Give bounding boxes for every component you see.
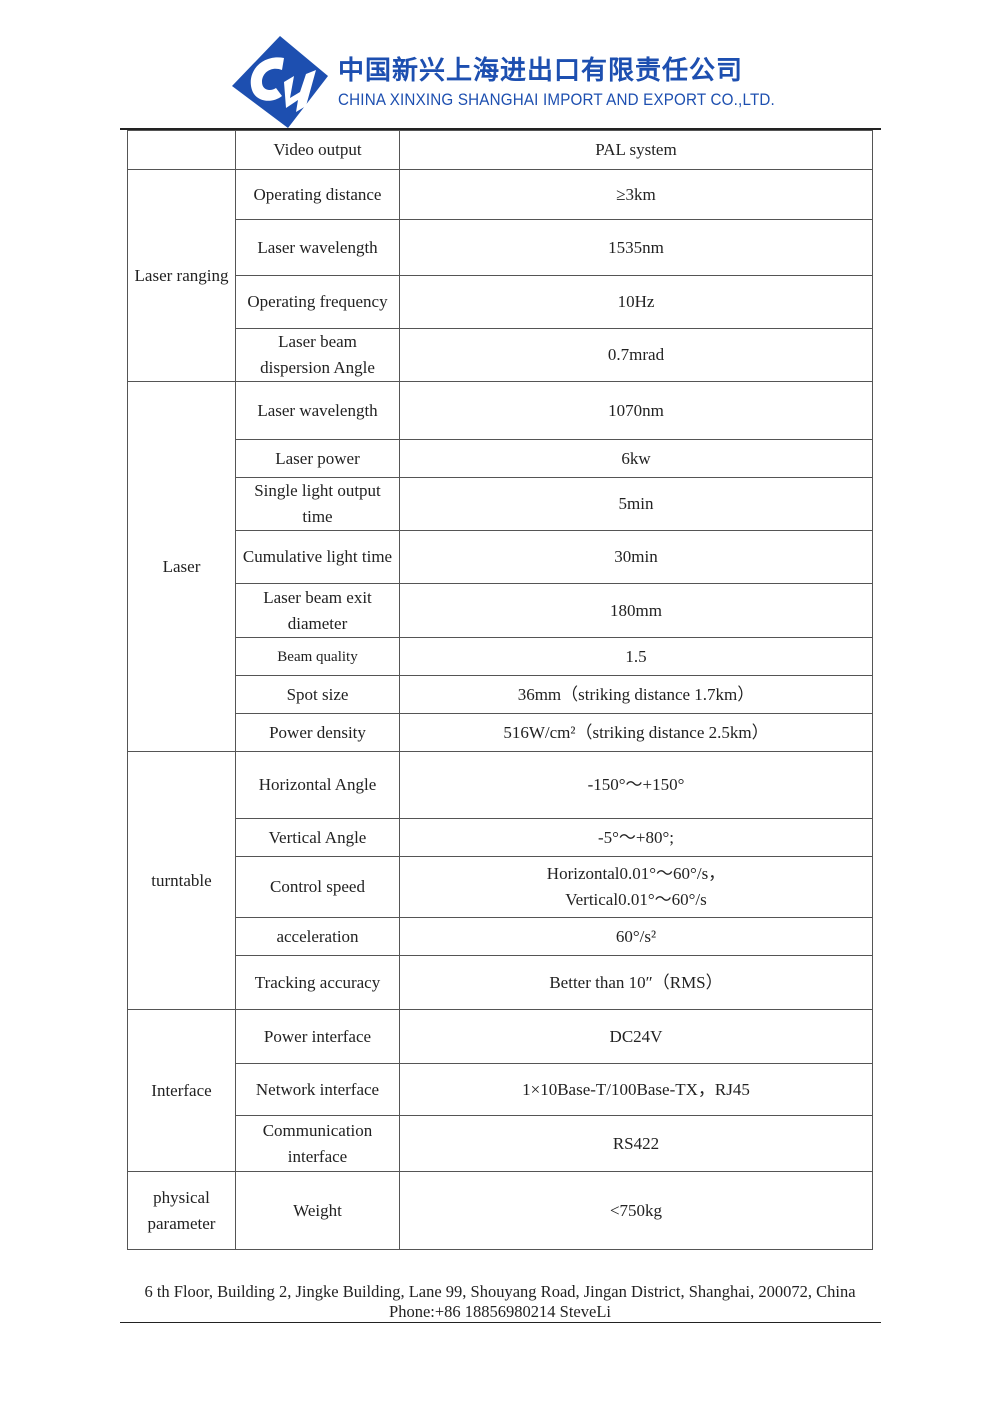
param-value: <750kg — [399, 1171, 873, 1250]
spec-table: Video output PAL system Laser ranging Opera… — [127, 130, 873, 1250]
table-row: Laser wavelength 1535nm — [128, 219, 873, 276]
table-row: Laser ranging Operating distance ≥3km — [127, 169, 873, 382]
param-name: Power interface — [235, 1009, 400, 1064]
table-row: Tracking accuracy Better than 10″（RMS） — [128, 955, 873, 1010]
param-name: Laser beam exit diameter — [235, 583, 400, 638]
group-label: turntable — [127, 751, 236, 1010]
param-value: 180mm — [399, 583, 873, 638]
param-name: Laser beam dispersion Angle — [235, 328, 400, 382]
table-row: Power density 516W/cm²（striking distance … — [128, 713, 873, 752]
param-value: DC24V — [399, 1009, 873, 1064]
param-name: Weight — [235, 1171, 400, 1250]
param-name: Tracking accuracy — [235, 955, 400, 1010]
param-value: 516W/cm²（striking distance 2.5km） — [399, 713, 873, 752]
param-name: Vertical Angle — [235, 818, 400, 857]
group-label: Laser ranging — [127, 169, 236, 382]
table-row: acceleration 60°/s² — [128, 917, 873, 956]
table-row: turntable Horizontal Angle -150°～+150° — [127, 751, 873, 1010]
param-name: Operating frequency — [235, 275, 400, 329]
footer-rule — [120, 1322, 881, 1323]
param-value: 0.7mrad — [399, 328, 873, 382]
param-value: -5°～+80°; — [399, 818, 873, 857]
param-value: 30min — [399, 530, 873, 584]
param-name: Horizontal Angle — [235, 751, 400, 819]
table-row: Laser power 6kw — [128, 439, 873, 478]
param-value: 60°/s² — [399, 917, 873, 956]
company-logo — [232, 36, 328, 128]
param-value: 1070nm — [399, 381, 873, 440]
group-label: Laser — [127, 381, 236, 752]
company-name-en: CHINA XINXING SHANGHAI IMPORT AND EXPORT… — [338, 91, 775, 109]
table-row: Cumulative light time 30min — [128, 530, 873, 584]
table-row: Vertical Angle -5°～+80°; — [128, 818, 873, 857]
param-value: Horizontal0.01°～60°/s， Vertical0.01°～60°… — [399, 856, 873, 918]
table-row: physical parameter Weight <750kg — [127, 1171, 873, 1250]
param-value: 10Hz — [399, 275, 873, 329]
footer: 6 th Floor, Building 2, Jingke Building,… — [100, 1282, 900, 1322]
param-name: Laser power — [235, 439, 400, 478]
table-row: Control speed Horizontal0.01°～60°/s， Vert… — [128, 856, 873, 918]
footer-phone: Phone:+86 18856980214 SteveLi — [389, 1302, 611, 1321]
table-row: Network interface 1×10Base-T/100Base-TX，R… — [128, 1063, 873, 1116]
param-name: Control speed — [235, 856, 400, 918]
table-row: Beam quality 1.5 — [128, 637, 873, 676]
param-value: 1.5 — [399, 637, 873, 676]
footer-address: 6 th Floor, Building 2, Jingke Building,… — [144, 1282, 856, 1301]
table-row: Laser Laser wavelength 1070nm — [127, 381, 873, 752]
param-value: -150°～+150° — [399, 751, 873, 819]
param-name: acceleration — [235, 917, 400, 956]
param-value: 6kw — [399, 439, 873, 478]
table-row: Laser beam exit diameter 180mm — [128, 583, 873, 638]
param-name: Laser wavelength — [235, 381, 400, 440]
param-value: 1×10Base-T/100Base-TX，RJ45 — [399, 1063, 873, 1116]
table-row: Single light output time 5min — [128, 477, 873, 531]
header-rule — [120, 128, 881, 130]
param-name: Power density — [235, 713, 400, 752]
param-value: Better than 10″（RMS） — [399, 955, 873, 1010]
param-name: Single light output time — [235, 477, 400, 531]
param-name: Communication interface — [235, 1115, 400, 1172]
table-row: Operating frequency 10Hz — [128, 275, 873, 329]
group-label: physical parameter — [127, 1171, 236, 1250]
table-row: Interface Power interface DC24V — [127, 1009, 873, 1172]
company-name-cn: 中国新兴上海进出口有限责任公司 — [338, 56, 744, 86]
table-row: Spot size 36mm（striking distance 1.7km） — [128, 675, 873, 714]
param-name: Network interface — [235, 1063, 400, 1116]
param-name: Beam quality — [235, 637, 400, 676]
param-value: 36mm（striking distance 1.7km） — [399, 675, 873, 714]
param-value: 5min — [399, 477, 873, 531]
param-value: 1535nm — [399, 219, 873, 276]
param-value: PAL system — [399, 130, 873, 170]
param-value: ≥3km — [399, 169, 873, 220]
table-row: Laser beam dispersion Angle 0.7mrad — [128, 328, 873, 382]
group-label — [127, 130, 236, 170]
param-name: Laser wavelength — [235, 219, 400, 276]
param-name: Cumulative light time — [235, 530, 400, 584]
param-value: RS422 — [399, 1115, 873, 1172]
param-name: Spot size — [235, 675, 400, 714]
group-label: Interface — [127, 1009, 236, 1172]
param-name: Operating distance — [235, 169, 400, 220]
table-row: Video output PAL system — [127, 130, 873, 170]
param-name: Video output — [235, 130, 400, 170]
table-row: Communication interface RS422 — [128, 1115, 873, 1172]
